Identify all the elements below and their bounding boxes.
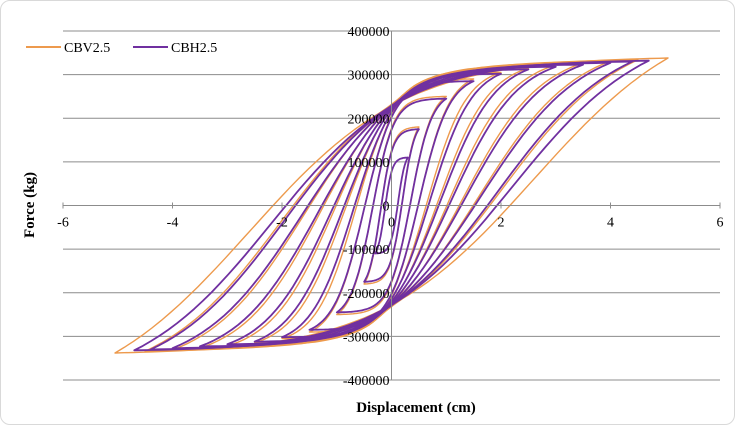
x-tick-label: 2 xyxy=(498,216,505,231)
legend: CBV2.5 CBH2.5 xyxy=(26,41,217,56)
y-tick-label: -400000 xyxy=(343,374,390,389)
y-tick-label: 300000 xyxy=(348,69,390,84)
hysteresis-loop xyxy=(363,128,420,283)
x-tick-label: 4 xyxy=(607,216,614,231)
y-tick-label: 100000 xyxy=(348,156,390,171)
hysteresis-loop xyxy=(335,97,448,314)
series-layer xyxy=(114,57,669,354)
hysteresis-loop xyxy=(374,156,409,255)
legend-label-cbv: CBV2.5 xyxy=(64,41,110,56)
legend-label-cbh: CBH2.5 xyxy=(171,41,217,56)
x-tick-label: -6 xyxy=(57,216,69,231)
y-tick-labels: 400000 300000 200000 100000 0 -100000 -200000 -… xyxy=(343,25,390,389)
hysteresis-loop xyxy=(226,65,557,346)
y-axis-title: Force (kg) xyxy=(22,172,38,238)
x-tick-label: 6 xyxy=(717,216,724,231)
y-tick-label: 400000 xyxy=(348,25,390,40)
x-tick-label: 0 xyxy=(388,216,395,231)
y-tick-label: -100000 xyxy=(343,243,390,258)
hysteresis-loop xyxy=(133,59,650,352)
y-tick-label: 200000 xyxy=(348,112,390,127)
y-tick-label: -300000 xyxy=(343,330,390,345)
x-tick-label: -4 xyxy=(167,216,179,231)
y-tick-label: -200000 xyxy=(343,287,390,302)
axes xyxy=(62,31,721,380)
hysteresis-loop xyxy=(199,63,584,348)
x-tick-labels: -6 -4 -2 0 2 4 6 xyxy=(57,216,723,231)
x-axis-title: Displacement (cm) xyxy=(356,400,476,416)
x-tick-label: -2 xyxy=(276,216,288,231)
y-tick-label: 0 xyxy=(383,200,390,215)
series-cbh2-5 xyxy=(133,59,650,352)
